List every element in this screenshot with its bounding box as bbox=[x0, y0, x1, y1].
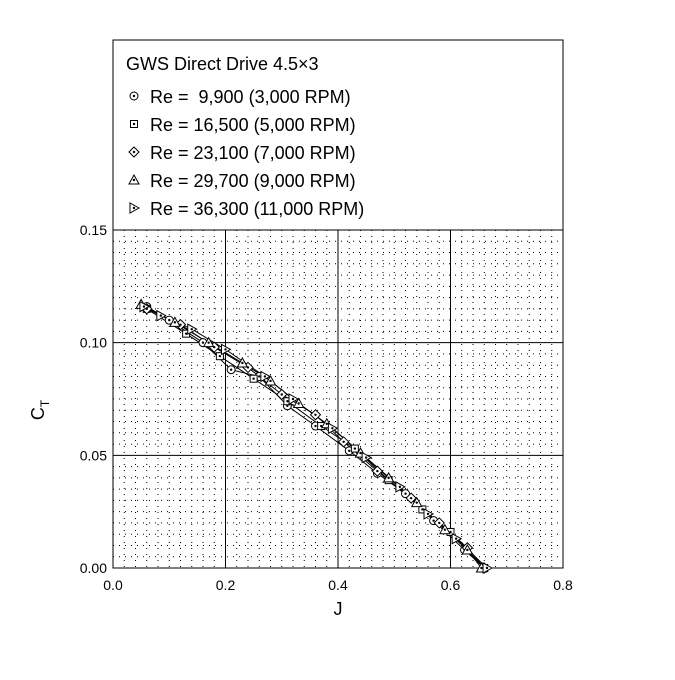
legend-marker-4 bbox=[128, 173, 140, 185]
legend-label-3: Re = 23,100 (7,000 RPM) bbox=[150, 143, 356, 163]
series-5-point bbox=[288, 393, 300, 405]
series-2-point bbox=[215, 352, 224, 361]
series-layer bbox=[135, 298, 494, 574]
series-line-3 bbox=[146, 308, 485, 569]
y-tick-label: 0.00 bbox=[80, 560, 107, 576]
series-line-2 bbox=[146, 308, 485, 569]
series-1-point bbox=[226, 365, 236, 375]
series-3-point bbox=[405, 492, 417, 504]
series-line-4 bbox=[140, 303, 482, 569]
legend-marker-2 bbox=[130, 120, 138, 128]
series-5-point bbox=[361, 451, 373, 464]
series-4-point bbox=[202, 336, 215, 348]
series-5-point bbox=[187, 323, 198, 335]
series-4-point bbox=[264, 374, 277, 386]
series-line-5 bbox=[143, 306, 488, 569]
grid bbox=[113, 229, 563, 568]
legend-label-5: Re = 36,300 (11,000 RPM) bbox=[150, 199, 364, 219]
series-3-point bbox=[433, 517, 445, 529]
series-1-point bbox=[401, 489, 410, 499]
series-3-point bbox=[371, 465, 384, 477]
series-5-point bbox=[221, 343, 232, 356]
series-4-point bbox=[461, 543, 474, 555]
series-4-point bbox=[382, 471, 395, 483]
series-line-1 bbox=[146, 306, 485, 569]
series-3-point bbox=[276, 388, 288, 401]
series-2-point bbox=[350, 444, 359, 453]
y-tick-label: 0.10 bbox=[80, 335, 107, 351]
series-4-point bbox=[439, 523, 451, 535]
series-4-point bbox=[292, 397, 305, 409]
svg-text:CT: CT bbox=[28, 399, 52, 420]
legend-label-1: Re = 9,900 (3,000 RPM) bbox=[150, 87, 351, 107]
series-5-point bbox=[139, 300, 150, 313]
x-tick-label: 0.2 bbox=[216, 577, 236, 593]
y-axis-label-sub: T bbox=[38, 399, 52, 407]
series-5-point bbox=[482, 562, 494, 574]
series-4-point bbox=[169, 316, 181, 327]
series-4-point bbox=[236, 356, 249, 368]
legend-label-2: Re = 16,500 (5,000 RPM) bbox=[150, 115, 356, 135]
series-5-point bbox=[260, 370, 271, 383]
y-tick-label: 0.05 bbox=[80, 447, 107, 463]
series-5-point bbox=[327, 422, 339, 435]
series-5-point bbox=[395, 481, 406, 493]
legend-label-4: Re = 29,700 (9,000 RPM) bbox=[150, 171, 356, 191]
legend-marker-3 bbox=[128, 146, 140, 158]
series-3-point bbox=[309, 409, 322, 421]
y-tick-label: 0.15 bbox=[80, 222, 107, 238]
series-5-point bbox=[156, 309, 167, 322]
series-5-point bbox=[451, 532, 463, 545]
series-5-point bbox=[423, 508, 435, 520]
x-tick-label: 0.8 bbox=[553, 577, 573, 593]
x-tick-label: 0.4 bbox=[328, 577, 348, 593]
y-axis-label: CT bbox=[28, 399, 52, 420]
legend-marker-1 bbox=[129, 91, 139, 101]
y-axis-label-main: C bbox=[28, 407, 48, 420]
x-axis-label: J bbox=[334, 599, 343, 619]
x-tick-label: 0.6 bbox=[441, 577, 461, 593]
chart-title: GWS Direct Drive 4.5×3 bbox=[126, 54, 319, 74]
legend-marker-5 bbox=[129, 202, 141, 214]
series-3-point bbox=[337, 436, 350, 448]
series-2-point bbox=[249, 374, 258, 383]
axes: J CT 0.0 0.2 0.4 0.6 0.8 0.00 0.05 0.10 0.15 bbox=[28, 222, 573, 619]
legend: GWS Direct Drive 4.5×3 Re = 9,900 (3,000… bbox=[126, 54, 364, 219]
series-4-point bbox=[410, 496, 423, 508]
x-tick-label: 0.0 bbox=[103, 577, 123, 593]
